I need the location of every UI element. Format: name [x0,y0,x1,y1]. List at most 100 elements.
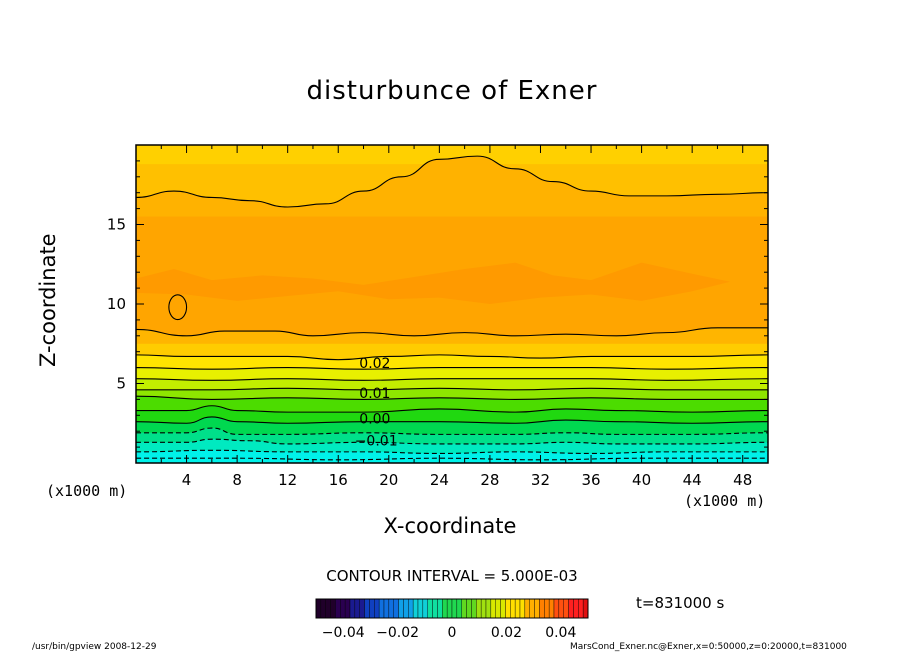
colorbar-cell [471,598,477,619]
colorbar-cell [335,598,341,619]
contour-labels: 0.02 0.01 0.00 −0.01 [355,356,398,450]
contour-line [136,438,768,445]
colorbar-cell [485,598,492,619]
colorbar-cell [553,598,560,619]
contour-lines [136,155,768,461]
colorbar-cell [446,598,453,619]
colorbar-cell [344,598,351,619]
colorbar-cell [408,598,414,619]
colorbar-cell [466,598,472,619]
colorbar-tick-label: 0.02 [491,625,522,641]
x-tick-label: 4 [182,471,192,489]
colorbar-cell [510,598,516,619]
footer-left: /usr/bin/gpview 2008-12-29 [32,642,157,652]
colorbar-cells [315,598,589,619]
colorbar-cell [505,598,511,619]
colorbar-cell [378,598,385,619]
chart-title: disturbunce of Exner [306,76,598,106]
colorbar-cell [514,598,521,619]
contour-line [136,367,768,370]
colorbar-cell [364,598,370,619]
colorbar-cell [320,598,326,619]
x-tick-label: 12 [278,471,297,489]
x-axis-unit: (x1000 m) [684,492,766,510]
colorbar-tick-label: −0.04 [322,625,365,641]
colorbar-tick-label: −0.02 [376,625,419,641]
colorbar-cell [412,598,419,619]
colorbar-cell [495,598,501,619]
colorbar-cell [456,598,462,619]
footer-right: MarsCond_Exner.nc@Exner,x=0:50000,z=0:20… [570,642,847,652]
colorbar-cell [432,598,438,619]
colorbar-cell [403,598,409,619]
x-tick-label: 32 [531,471,550,489]
colorbar-cell [354,598,360,619]
colorbar-frame [315,598,589,619]
contour-line [136,327,768,337]
colorbar-cell [582,598,589,619]
colorbar-cell [563,598,569,619]
y-tick-label: 5 [116,375,126,393]
colorbar-cell [534,598,540,619]
colorbar-tick-label: 0 [448,625,457,641]
colorbar-cell [539,598,545,619]
colorbar-cell [476,598,482,619]
contour-line [136,405,768,413]
contour-line [136,387,768,391]
contour-label: 0.00 [359,411,390,427]
contour-interval-text: CONTOUR INTERVAL = 5.000E-03 [326,567,578,585]
colorbar-cell [325,598,331,619]
colorbar-cell [359,598,365,619]
colorbar-cell [480,598,487,619]
colorbar-tick-label: 0.04 [545,625,576,641]
colorbar-cell [548,598,555,619]
y-axis-label: Z-coordinate [36,233,60,367]
colorbar-cell [340,598,346,619]
colorbar-cell [427,598,433,619]
colorbar-cell [330,598,336,619]
x-tick-label: 20 [379,471,398,489]
colorbar-cell [383,598,390,619]
colorbar-cell [369,598,375,619]
contour-fills [136,145,768,463]
time-text: t=831000 s [636,594,725,612]
x-axis: 4 8 12 16 20 24 28 32 36 40 44 48 [160,145,752,489]
closed-contour [168,294,188,321]
contour-line [136,155,768,208]
colorbar-cell [422,598,428,619]
colorbar-cell [374,598,380,619]
colorbar-cell [393,598,399,619]
x-tick-label: 16 [329,471,348,489]
colorbar-cell [568,598,574,619]
colorbar-cell [349,598,356,619]
x-tick-label: 44 [683,471,702,489]
contour-line [136,354,768,361]
colorbar-cell [578,598,584,619]
colorbar-cell [573,598,579,619]
colorbar-cell [437,598,443,619]
colorbar-cell [451,598,458,619]
x-tick-label: 28 [480,471,499,489]
colorbar-cell [558,598,564,619]
x-tick-label: 24 [430,471,449,489]
x-axis-label: X-coordinate [383,514,517,538]
contour-label: −0.01 [355,434,398,450]
y-axis: 5 10 15 [107,160,768,448]
colorbar-cell [544,598,550,619]
y-tick-label: 15 [107,216,126,234]
colorbar-cell [398,598,404,619]
contour-line [136,416,768,424]
contour-line [136,378,768,381]
colorbar-cell [442,598,448,619]
colorbar-cell [524,598,530,619]
x-tick-label: 8 [232,471,242,489]
colorbar-cell [315,598,322,619]
colorbar-cell [500,598,506,619]
colorbar-cell [529,598,535,619]
contour-line [136,427,768,435]
colorbar-cell [490,598,496,619]
colorbar-cell [417,598,424,619]
contour-label: 0.02 [359,356,390,372]
colorbar-cell [519,598,526,619]
